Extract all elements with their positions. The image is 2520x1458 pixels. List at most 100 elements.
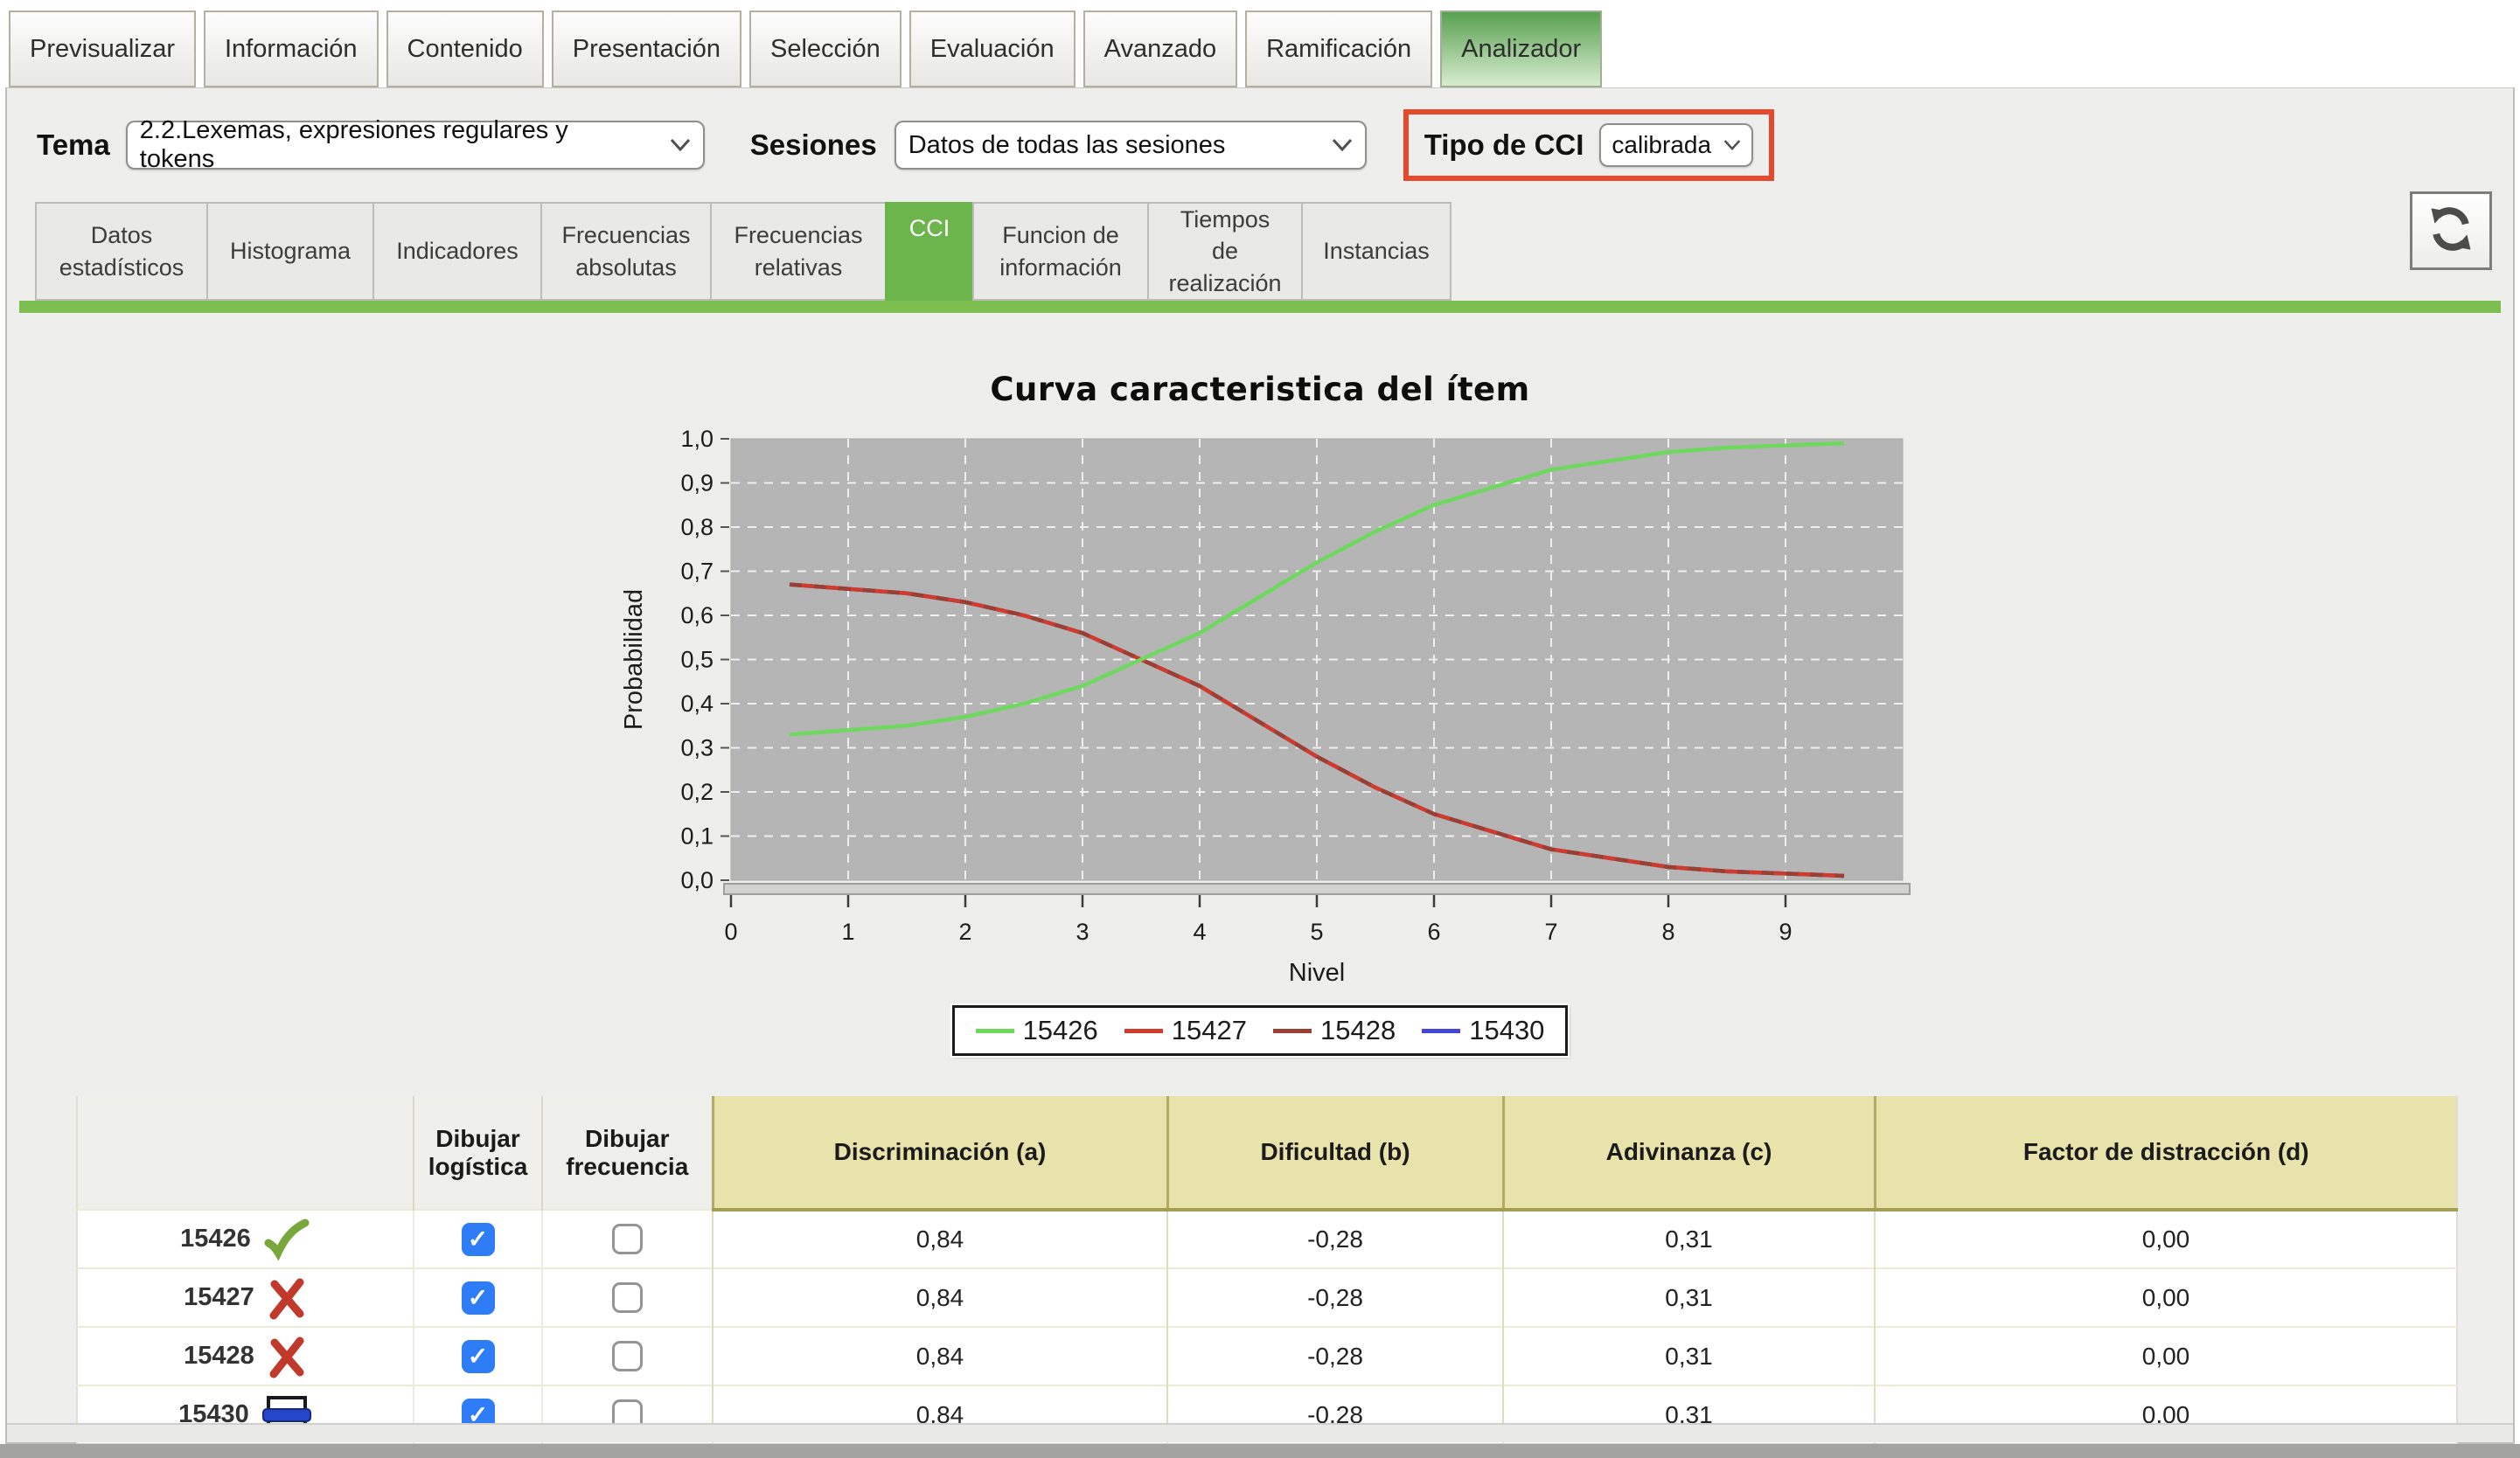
legend-line-icon	[1422, 1028, 1461, 1033]
table-header-empty	[77, 1096, 414, 1211]
svg-text:0,3: 0,3	[680, 735, 714, 761]
svg-text:0,9: 0,9	[680, 470, 714, 496]
svg-text:0,5: 0,5	[680, 647, 714, 673]
svg-text:0: 0	[724, 919, 737, 945]
analyzer-tab-tiempos-de-realizacion[interactable]: Tiempos de realización	[1147, 202, 1303, 302]
tab-ramificacion[interactable]: Ramificación	[1245, 10, 1433, 87]
cell-discriminacion: 0,84	[712, 1209, 1167, 1269]
cell-adivinanza: 0,31	[1502, 1267, 1875, 1328]
analyzer-tab-funcion-de-informacion[interactable]: Funcion de información	[972, 202, 1149, 302]
legend-item-15426: 15426	[975, 1015, 1098, 1046]
tab-seleccion[interactable]: Selección	[749, 10, 901, 87]
cell-adivinanza: 0,31	[1502, 1209, 1875, 1269]
cell-factor: 0,00	[1874, 1267, 2457, 1328]
top-tab-bar: Previsualizar Información Contenido Present…	[0, 0, 2520, 87]
svg-text:8: 8	[1661, 919, 1674, 945]
table-row-15426: 15426 0,84-0,280,310,00	[77, 1209, 2457, 1269]
analyzer-tab-datos-estadisticos[interactable]: Datos estadísticos	[35, 202, 208, 302]
cell-dificultad: -0,28	[1166, 1326, 1503, 1386]
table-header-discriminacion-a: Discriminación (a)	[711, 1096, 1167, 1212]
tema-select-value: 2.2.Lexemas, expresiones regulares y tok…	[139, 116, 568, 173]
svg-text:0,4: 0,4	[680, 691, 714, 717]
svg-text:7: 7	[1544, 919, 1557, 945]
svg-text:0,7: 0,7	[680, 559, 714, 585]
analyzer-tab-cci[interactable]: CCI	[885, 202, 974, 302]
tipo-cci-label: Tipo de CCI	[1424, 128, 1584, 161]
item-id: 15428	[184, 1342, 254, 1371]
dibujar-frecuencia-checkbox[interactable]	[612, 1282, 643, 1314]
dibujar-frecuencia-checkbox[interactable]	[612, 1224, 643, 1255]
svg-text:0,8: 0,8	[680, 514, 714, 540]
legend-item-15427: 15427	[1124, 1015, 1247, 1046]
analyzer-tab-bar: Datos estadísticos Histograma Indicadores F…	[7, 191, 2513, 302]
tab-presentacion[interactable]: Presentación	[551, 10, 742, 87]
dibujar-logistica-checkbox[interactable]	[461, 1339, 495, 1373]
tab-analizador[interactable]: Analizador	[1440, 10, 1603, 87]
dibujar-logistica-checkbox[interactable]	[461, 1222, 495, 1256]
params-table: Dibujar logística Dibujar frecuencia Discr…	[76, 1096, 2458, 1446]
tipo-cci-select[interactable]: calibrada	[1599, 123, 1754, 167]
series-line-15428	[789, 582, 1845, 878]
tipo-cci-highlight-box: Tipo de CCI calibrada	[1403, 109, 1775, 181]
legend-line-icon	[1124, 1028, 1163, 1033]
cell-factor: 0,00	[1874, 1326, 2457, 1386]
item-id: 15427	[184, 1283, 254, 1312]
svg-text:0,1: 0,1	[680, 823, 714, 850]
legend-label: 15428	[1320, 1015, 1396, 1046]
analyzer-tab-instancias[interactable]: Instancias	[1301, 202, 1451, 302]
svg-text:9: 9	[1779, 919, 1792, 945]
chevron-down-icon	[670, 138, 691, 152]
sesiones-select-value: Datos de todas las sesiones	[908, 130, 1226, 159]
analyzer-tab-indicadores[interactable]: Indicadores	[372, 202, 542, 302]
tab-avanzado[interactable]: Avanzado	[1082, 10, 1238, 87]
svg-text:2: 2	[958, 919, 971, 945]
chart-svg: 0,0 0,1 0,2 0,3 0,4 0,5 0,6 0,7 0,8 0,9 1,0 0 1 2 3 4 5 6…	[620, 426, 1911, 987]
legend-label: 15427	[1171, 1015, 1247, 1046]
analyzer-tab-frecuencias-absolutas[interactable]: Frecuencias absolutas	[540, 202, 712, 302]
dibujar-frecuencia-checkbox[interactable]	[612, 1341, 643, 1372]
chart-title: Curva caracteristica del ítem	[990, 371, 1530, 409]
tab-evaluacion[interactable]: Evaluación	[908, 10, 1076, 87]
content-frame: Tema 2.2.Lexemas, expresiones regulares …	[5, 87, 2515, 1446]
tab-previsualizar[interactable]: Previsualizar	[9, 10, 196, 87]
series-line-15426	[789, 441, 1845, 737]
svg-text:1: 1	[841, 919, 854, 945]
chevron-down-icon	[1332, 138, 1353, 152]
table-header-factor-de-distraccion-d: Factor de distracción (d)	[1873, 1096, 2457, 1212]
analyzer-tab-frecuencias-relativas[interactable]: Frecuencias relativas	[710, 202, 887, 302]
table-header-adivinanza-c: Adivinanza (c)	[1501, 1096, 1875, 1212]
svg-text:3: 3	[1076, 919, 1089, 945]
dibujar-logistica-checkbox[interactable]	[461, 1281, 495, 1315]
table-row-15427: 15427 0,84-0,280,310,00	[77, 1267, 2457, 1328]
item-id: 15426	[180, 1225, 251, 1253]
cell-factor: 0,00	[1874, 1209, 2457, 1269]
check-icon	[263, 1218, 310, 1260]
chart-legend: 15426 15427 15428 15430	[951, 1005, 1569, 1057]
svg-text:1,0: 1,0	[680, 426, 714, 452]
cell-dificultad: -0,28	[1166, 1209, 1503, 1269]
item-label: 15426	[78, 1218, 413, 1260]
analyzer-tab-histograma[interactable]: Histograma	[206, 202, 374, 302]
tab-contenido[interactable]: Contenido	[386, 10, 544, 87]
cell-dificultad: -0,28	[1166, 1267, 1503, 1328]
cross-icon	[267, 1334, 307, 1379]
refresh-button[interactable]	[2410, 191, 2492, 270]
chart-plot-area: 0,0 0,1 0,2 0,3 0,4 0,5 0,6 0,7 0,8 0,9 1,0 0 1 2 3 4 5 6…	[591, 417, 1929, 1000]
tema-label: Tema	[37, 128, 110, 161]
sesiones-label: Sesiones	[749, 128, 877, 161]
legend-line-icon	[1273, 1028, 1312, 1033]
svg-text:4: 4	[1193, 919, 1206, 945]
item-label: 15428	[78, 1334, 413, 1379]
svg-text:0,6: 0,6	[680, 602, 714, 628]
tab-informacion[interactable]: Información	[204, 10, 379, 87]
cell-adivinanza: 0,31	[1502, 1326, 1875, 1386]
table-row-15428: 15428 0,84-0,280,310,00	[77, 1326, 2457, 1386]
frame-footer	[7, 1423, 2513, 1442]
svg-text:6: 6	[1427, 919, 1440, 945]
sesiones-select[interactable]: Datos de todas las sesiones	[894, 121, 1367, 170]
tema-select[interactable]: 2.2.Lexemas, expresiones regulares y tok…	[125, 116, 705, 173]
y-axis-label: Probabilidad	[620, 589, 648, 730]
legend-item-15428: 15428	[1273, 1015, 1396, 1046]
svg-text:5: 5	[1310, 919, 1323, 945]
active-tab-underline	[19, 301, 2501, 314]
